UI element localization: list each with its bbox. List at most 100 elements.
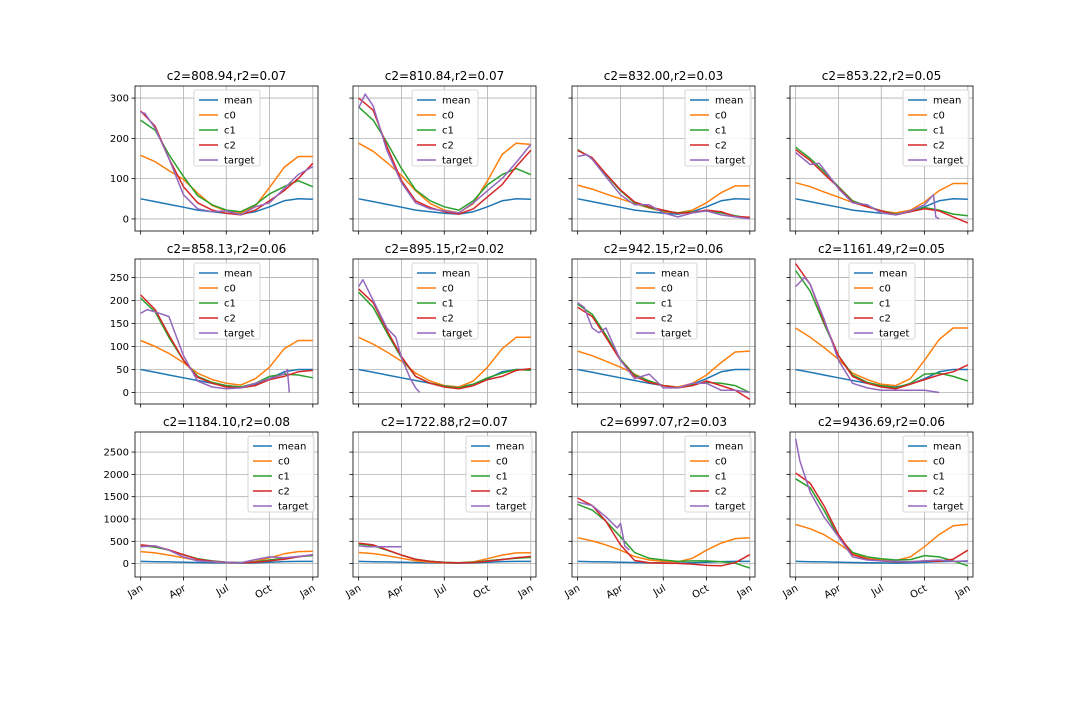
series-line-c1	[358, 291, 531, 389]
series-line-c0	[358, 142, 531, 214]
legend-label-target: target	[224, 156, 254, 167]
legend-label-c2: c2	[224, 314, 236, 325]
legend-label-mean: mean	[715, 96, 743, 107]
subplot-10: Jan Apr Jul Oct Jan c2=1722.88,r2=0.07 mean c0 c…	[343, 415, 537, 602]
subplot-title: c2=1161.49,r2=0.05	[818, 242, 945, 256]
y-tick-label: 300	[110, 94, 129, 105]
series-group	[140, 544, 313, 564]
series-line-target	[140, 545, 313, 564]
legend-label-c0: c0	[496, 457, 508, 468]
legend: mean c0 c1 c2 target	[630, 262, 698, 340]
series-line-c2	[795, 148, 969, 224]
legend-label-c1: c1	[879, 299, 891, 310]
series-line-c0	[577, 536, 750, 563]
subplot-3: c2=832.00,r2=0.03 mean c0 c1 c2 target	[568, 69, 756, 235]
series-line-c0	[795, 523, 968, 562]
x-tick-label: Jan	[735, 583, 755, 601]
legend-label-c0: c0	[715, 457, 727, 468]
x-tick-label: Jan	[780, 583, 800, 601]
subplot-title: c2=858.13,r2=0.06	[167, 242, 286, 256]
series-line-mean	[140, 198, 313, 215]
legend-label-c1: c1	[224, 299, 236, 310]
y-tick-label: 150	[110, 319, 129, 330]
series-line-c1	[794, 270, 969, 389]
legend-label-c2: c2	[933, 487, 945, 498]
x-tick-label: Jul	[869, 583, 886, 599]
legend-label-mean: mean	[715, 442, 743, 453]
legend-box	[848, 262, 916, 340]
legend: mean c0 c1 c2 target	[411, 89, 479, 167]
legend: mean c0 c1 c2 target	[247, 435, 315, 513]
x-tick-label: Jan	[298, 583, 318, 601]
legend-box	[465, 435, 533, 513]
series-line-target	[577, 302, 750, 394]
legend: mean c0 c1 c2 target	[902, 89, 970, 167]
legend-label-c1: c1	[496, 472, 508, 483]
subplot-4: c2=853.22,r2=0.05 mean c0 c1 c2 target	[786, 69, 974, 235]
series-line-target	[140, 111, 314, 216]
legend-label-mean: mean	[224, 96, 252, 107]
series-line-c1	[140, 119, 314, 213]
y-tick-label: 0	[123, 214, 129, 225]
y-tick-label: 200	[110, 134, 129, 145]
x-tick-label: Apr	[385, 583, 406, 602]
x-tick-label: Oct	[909, 583, 930, 601]
subplot-title: c2=9436.69,r2=0.06	[818, 415, 945, 429]
legend-label-c0: c0	[278, 457, 290, 468]
legend-label-mean: mean	[442, 269, 470, 280]
legend-label-target: target	[879, 329, 909, 340]
legend-label-target: target	[278, 502, 308, 513]
y-tick-label: 1500	[104, 492, 129, 503]
legend-box	[193, 89, 261, 167]
subplot-title: c2=1184.10,r2=0.08	[163, 415, 290, 429]
legend: mean c0 c1 c2 target	[684, 435, 752, 513]
legend-box	[684, 435, 752, 513]
x-tick-label: Oct	[254, 583, 275, 601]
subplot-title: c2=1722.88,r2=0.07	[381, 415, 508, 429]
legend-label-c2: c2	[933, 141, 945, 152]
legend-box	[411, 89, 479, 167]
subplot-title: c2=942.15,r2=0.06	[604, 242, 723, 256]
x-tick-label: Jan	[343, 583, 363, 601]
x-tick-label: Oct	[691, 583, 712, 601]
subplot-11: Jan Apr Jul Oct Jan c2=6997.07,r2=0.03 mean c0 c…	[562, 415, 756, 601]
x-tick-label: Jan	[516, 583, 536, 601]
legend-label-c2: c2	[442, 314, 454, 325]
legend-box	[411, 262, 479, 340]
x-tick-label: Apr	[167, 583, 188, 602]
series-line-c0	[358, 336, 531, 388]
x-tick-label: Jul	[214, 583, 231, 599]
y-tick-label: 500	[110, 537, 129, 548]
legend-box	[902, 435, 970, 513]
legend-label-mean: mean	[496, 442, 524, 453]
subplot-title: c2=832.00,r2=0.03	[604, 69, 723, 83]
legend: mean c0 c1 c2 target	[193, 89, 261, 167]
legend-label-mean: mean	[661, 269, 689, 280]
series-line-target	[795, 276, 940, 394]
series-line-c2	[794, 263, 969, 390]
x-tick-label: Apr	[822, 583, 843, 602]
series-group	[140, 110, 314, 216]
y-tick-label: 100	[110, 342, 129, 353]
legend-label-target: target	[933, 156, 963, 167]
x-tick-label: Jan	[125, 583, 145, 601]
x-tick-label: Jul	[651, 583, 668, 599]
legend: mean c0 c1 c2 target	[411, 262, 479, 340]
legend-label-mean: mean	[442, 96, 470, 107]
series-line-target	[577, 501, 630, 551]
legend-box	[247, 435, 315, 513]
legend-label-mean: mean	[224, 269, 252, 280]
y-tick-label: 50	[116, 365, 129, 376]
legend-label-c1: c1	[278, 472, 290, 483]
subplot-1: 0 100 200 300 c2=808.94,r2=0.07 mean c0 c1 c2 tar…	[110, 69, 319, 235]
legend-label-target: target	[224, 329, 254, 340]
series-line-c2	[577, 497, 751, 567]
subplot-9: 0 500 1000 1500 2000 2500 Jan Apr Jul Oct Jan c2=11…	[104, 415, 319, 602]
legend-label-c1: c1	[661, 299, 673, 310]
legend-label-target: target	[661, 329, 691, 340]
subplot-title: c2=808.94,r2=0.07	[167, 69, 286, 83]
legend: mean c0 c1 c2 target	[465, 435, 533, 513]
series-group	[577, 497, 751, 569]
series-line-c0	[795, 327, 968, 387]
legend-label-c2: c2	[715, 141, 727, 152]
